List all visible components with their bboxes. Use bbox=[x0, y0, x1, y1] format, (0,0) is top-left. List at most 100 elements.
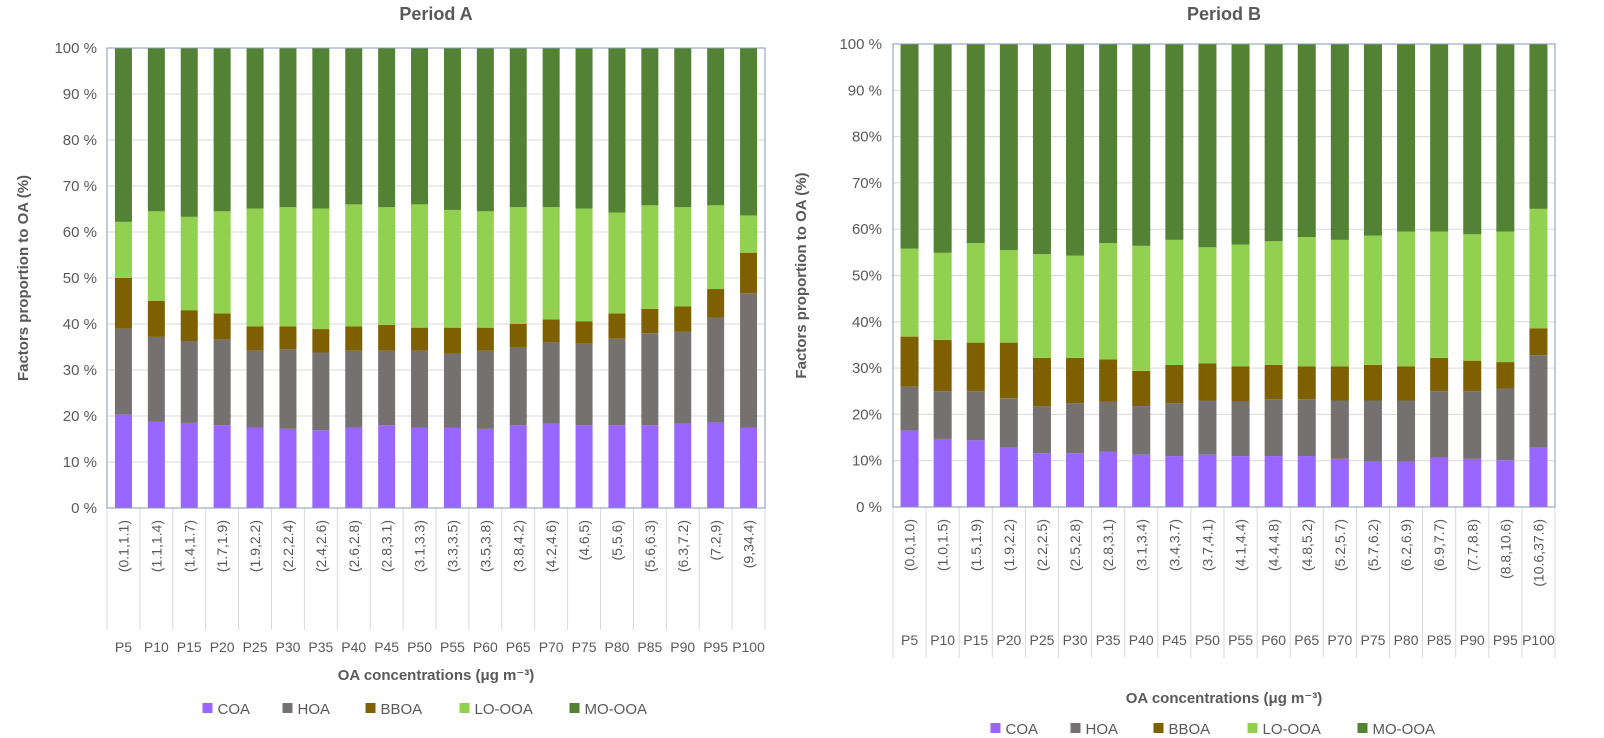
bar-segment-coa-p25 bbox=[1032, 453, 1051, 507]
bar-segment-mo-ooa-p75 bbox=[575, 48, 593, 209]
bar-segment-hoa-p85 bbox=[641, 333, 659, 426]
bar-segment-lo-ooa-p10 bbox=[933, 252, 952, 340]
legend-label: BBOA bbox=[381, 701, 423, 718]
bar-segment-hoa-p10 bbox=[147, 336, 165, 422]
bar-segment-hoa-p65 bbox=[509, 347, 527, 426]
x-category-label: P95 bbox=[703, 639, 728, 655]
bar-segment-bboa-p20 bbox=[999, 342, 1018, 399]
bar-segment-bboa-p40 bbox=[345, 326, 363, 351]
x-category-label: P65 bbox=[1294, 632, 1319, 648]
x-category-label: P35 bbox=[1096, 632, 1121, 648]
bar-segment-hoa-p55 bbox=[443, 353, 461, 428]
bar-segment-coa-p25 bbox=[246, 427, 264, 508]
bar-segment-coa-p100 bbox=[1529, 447, 1548, 507]
y-tick-label: 100 % bbox=[54, 40, 97, 57]
x-range-label: (2.6,2.8) bbox=[346, 520, 362, 572]
bar-segment-mo-ooa-p95 bbox=[1496, 44, 1515, 232]
bar-segment-bboa-p10 bbox=[933, 339, 952, 392]
x-category-label: P30 bbox=[1063, 632, 1088, 648]
bar-segment-lo-ooa-p75 bbox=[575, 208, 593, 322]
bar-segment-mo-ooa-p10 bbox=[933, 44, 952, 253]
legend-label: BBOA bbox=[1169, 721, 1211, 738]
plot-area-border bbox=[892, 43, 1556, 508]
bar-segment-hoa-p55 bbox=[1231, 401, 1250, 457]
bar-segment-lo-ooa-p5 bbox=[114, 221, 132, 278]
x-range-label: (3.8,4.2) bbox=[510, 520, 526, 572]
bar-segment-mo-ooa-p5 bbox=[114, 48, 132, 222]
bar-segment-hoa-p75 bbox=[575, 343, 593, 426]
bar-segment-bboa-p30 bbox=[279, 326, 297, 350]
bar-segment-mo-ooa-p75 bbox=[1363, 44, 1382, 236]
legend-item-lo-ooa: LO-OOA bbox=[1247, 721, 1321, 738]
bar-segment-mo-ooa-p55 bbox=[1231, 44, 1250, 245]
bar-segment-coa-p65 bbox=[1297, 456, 1316, 507]
y-tick-label: 40% bbox=[852, 314, 882, 331]
bar-segment-bboa-p55 bbox=[1231, 366, 1250, 402]
legend-label: MO-OOA bbox=[585, 701, 648, 718]
bar-segment-coa-p15 bbox=[180, 422, 198, 508]
bar-segment-coa-p35 bbox=[1099, 451, 1118, 507]
x-range-label: (3.5,3.8) bbox=[477, 520, 493, 572]
x-range-label: (4.8,5.2) bbox=[1299, 519, 1315, 571]
x-category-label: P65 bbox=[506, 639, 531, 655]
x-category-label: P25 bbox=[1029, 632, 1054, 648]
x-category-label: P20 bbox=[996, 632, 1021, 648]
bar-segment-lo-ooa-p35 bbox=[1099, 243, 1118, 360]
x-range-label: (1.4,1.7) bbox=[181, 520, 197, 572]
bar-segment-bboa-p75 bbox=[1363, 364, 1382, 401]
bar-segment-lo-ooa-p60 bbox=[1264, 241, 1283, 365]
bar-segment-lo-ooa-p45 bbox=[378, 207, 396, 325]
bar-segment-bboa-p65 bbox=[509, 324, 527, 347]
bar-segment-coa-p60 bbox=[476, 428, 494, 508]
bar-segment-bboa-p100 bbox=[740, 252, 758, 294]
period-a-chart: Period A 0 % 10 % 20 % 30 % 40 % 50 % 60 % 70 % 8… bbox=[15, 4, 766, 718]
bar-segment-bboa-p45 bbox=[1165, 364, 1184, 404]
bar-segment-bboa-p5 bbox=[900, 336, 919, 387]
bar-segment-lo-ooa-p80 bbox=[608, 212, 626, 314]
x-range-label: (1.9,2.2) bbox=[247, 520, 263, 572]
bar-segment-hoa-p70 bbox=[542, 342, 560, 424]
x-range-label: (2.8,3.1) bbox=[1100, 519, 1116, 571]
bar-segment-hoa-p80 bbox=[608, 338, 626, 426]
bar-segment-coa-p30 bbox=[279, 428, 297, 508]
bar-segment-lo-ooa-p85 bbox=[641, 205, 659, 309]
bar-segment-hoa-p15 bbox=[180, 341, 198, 423]
bar-segment-lo-ooa-p90 bbox=[1463, 234, 1482, 361]
bar-segment-bboa-p35 bbox=[312, 329, 330, 353]
legend-swatch-icon bbox=[202, 703, 213, 713]
bar-segment-hoa-p85 bbox=[1430, 391, 1449, 458]
bar-segment-coa-p20 bbox=[999, 447, 1018, 507]
bar-segment-lo-ooa-p10 bbox=[147, 211, 165, 301]
x-range-label: (2.5,2.8) bbox=[1067, 519, 1083, 571]
bar-segment-bboa-p20 bbox=[213, 313, 231, 340]
bar-segment-bboa-p60 bbox=[476, 327, 494, 351]
bar-segment-bboa-p70 bbox=[1330, 366, 1349, 401]
x-range-label: (7.7,8.8) bbox=[1464, 519, 1480, 571]
bar-segment-coa-p70 bbox=[1330, 458, 1349, 507]
x-category-label: P15 bbox=[963, 632, 988, 648]
x-range-label: (0.0,1.0) bbox=[902, 519, 918, 571]
bar-segment-coa-p5 bbox=[114, 414, 132, 508]
y-tick-label: 0 % bbox=[856, 499, 882, 516]
bar-segment-coa-p70 bbox=[542, 423, 560, 508]
bar-segment-coa-p75 bbox=[1363, 461, 1382, 507]
x-range-label: (10.6,37.6) bbox=[1530, 519, 1546, 587]
bar-segment-lo-ooa-p30 bbox=[279, 207, 297, 327]
x-category-label: P90 bbox=[1460, 632, 1485, 648]
x-category-label: P10 bbox=[144, 639, 169, 655]
y-tick-label: 30 % bbox=[63, 362, 97, 379]
x-range-label: (1.5,1.9) bbox=[968, 519, 984, 571]
x-range-label: (2.2,2.4) bbox=[280, 520, 296, 572]
bar-segment-hoa-p45 bbox=[1165, 403, 1184, 457]
legend-swatch-icon bbox=[282, 703, 293, 713]
bar-segment-mo-ooa-p85 bbox=[1430, 44, 1449, 232]
bar-segment-hoa-p10 bbox=[933, 391, 952, 439]
y-tick-label: 40 % bbox=[63, 316, 97, 333]
legend-swatch-icon bbox=[1070, 723, 1081, 733]
bar-segment-mo-ooa-p60 bbox=[1264, 44, 1283, 242]
bar-segment-mo-ooa-p25 bbox=[246, 48, 264, 209]
legend-item-hoa: HOA bbox=[1070, 721, 1118, 738]
bar-segment-lo-ooa-p20 bbox=[213, 211, 231, 314]
y-tick-label: 20 % bbox=[63, 408, 97, 425]
bar-segment-bboa-p15 bbox=[966, 342, 985, 392]
